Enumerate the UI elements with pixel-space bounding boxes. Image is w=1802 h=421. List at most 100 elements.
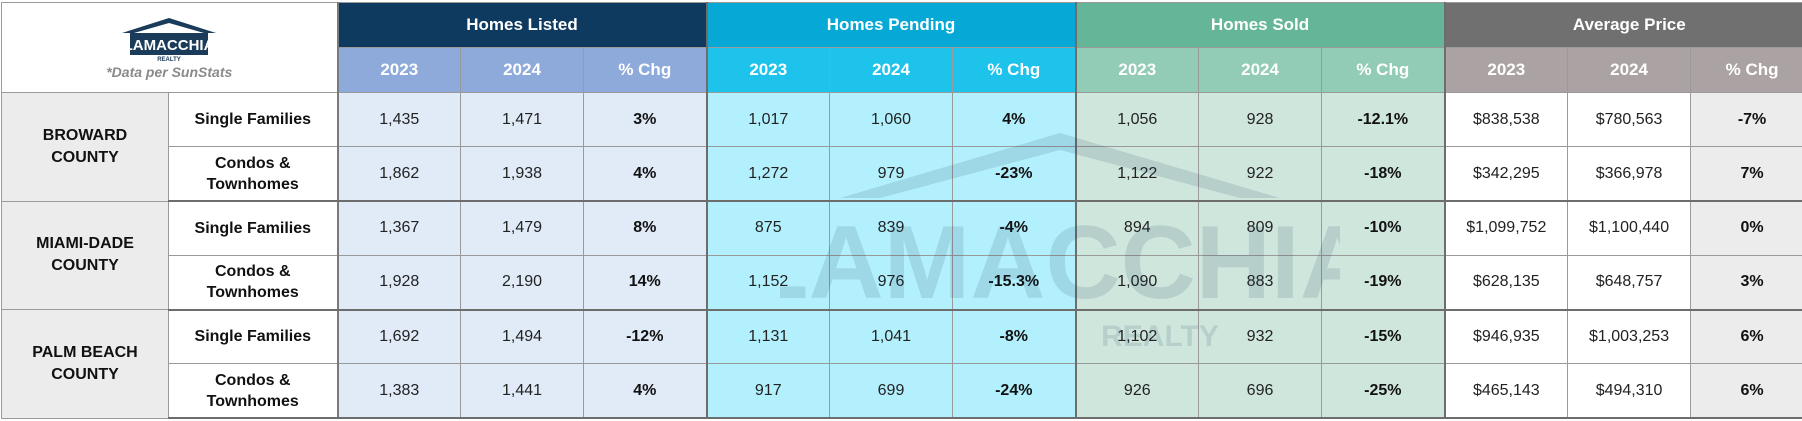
- table-row: Condos & Townhomes 1,928 2,190 14% 1,152 976 -1…: [2, 254, 1802, 311]
- sold-value-pct-chg: -15%: [1321, 308, 1446, 365]
- house-roof-icon: LAMACCHIA REALTY: [122, 17, 217, 62]
- listed-value-2023: 1,383: [337, 363, 462, 420]
- property-type: Single Families: [167, 91, 339, 148]
- sold-value-pct-chg: -19%: [1321, 254, 1446, 311]
- price-value-pct-chg: -7%: [1690, 91, 1802, 148]
- price-value-pct-chg: 7%: [1690, 146, 1802, 203]
- group-header-homes-sold: Homes Sold: [1075, 2, 1446, 48]
- listed-value-2023: 1,862: [337, 146, 462, 203]
- sold-value-2024: 922: [1198, 146, 1323, 203]
- sub-header-2023: 2023: [706, 47, 831, 93]
- listed-value-pct-chg: 4%: [583, 363, 708, 420]
- sold-value-2024: 883: [1198, 254, 1323, 311]
- sold-value-2023: 1,122: [1075, 146, 1200, 203]
- pending-value-pct-chg: -4%: [952, 200, 1077, 256]
- price-value-2024: $494,310: [1567, 363, 1692, 420]
- price-value-pct-chg: 6%: [1690, 363, 1802, 420]
- sub-header-2023: 2023: [1444, 47, 1569, 93]
- property-type: Single Families: [167, 308, 339, 365]
- table-row: BROWARD COUNTY Single Families 1,435 1,471 3%…: [1, 91, 1802, 202]
- sold-value-pct-chg: -25%: [1321, 363, 1446, 420]
- price-value-2023: $1,099,752: [1444, 200, 1569, 256]
- pending-value-2023: 1,152: [706, 254, 831, 311]
- property-type: Condos & Townhomes: [167, 363, 339, 420]
- pending-value-pct-chg: -23%: [952, 146, 1077, 203]
- price-value-2023: $946,935: [1444, 308, 1569, 365]
- table-row: Condos & Townhomes 1,862 1,938 4% 1,272 979 -23…: [2, 146, 1802, 203]
- pending-value-2023: 1,017: [706, 91, 831, 148]
- price-value-2024: $780,563: [1567, 91, 1692, 148]
- sub-header-2024: 2024: [460, 47, 585, 93]
- property-type: Single Families: [167, 200, 339, 256]
- data-source-note: *Data per SunStats: [106, 63, 233, 80]
- price-value-2024: $1,100,440: [1567, 200, 1692, 256]
- group-header-row: LAMACCHIA REALTY *Data per SunStats Home…: [0, 2, 1802, 93]
- county-name: BROWARD COUNTY: [1, 92, 169, 202]
- listed-value-2024: 1,471: [460, 91, 585, 148]
- price-value-pct-chg: 6%: [1690, 308, 1802, 365]
- listed-value-2023: 1,692: [337, 308, 462, 365]
- table-row: Condos & Townhomes 1,383 1,441 4% 917 699 -24% 9…: [2, 363, 1802, 420]
- sub-header-pct-chg: % Chg: [583, 47, 708, 93]
- county-name-line1: MIAMI-DADE: [36, 235, 134, 253]
- county-name: MIAMI-DADE COUNTY: [1, 200, 169, 310]
- listed-value-2024: 1,441: [460, 363, 585, 420]
- county-name-line2: COUNTY: [51, 365, 119, 383]
- property-type-line2: Townhomes: [206, 175, 299, 193]
- county-name-line2: COUNTY: [51, 257, 119, 275]
- sold-value-2024: 809: [1198, 200, 1323, 256]
- sold-value-2023: 926: [1075, 363, 1200, 420]
- sub-header-2024: 2024: [1198, 47, 1323, 93]
- sub-header-2024: 2024: [829, 47, 954, 93]
- price-value-pct-chg: 3%: [1690, 254, 1802, 311]
- sold-value-2023: 1,090: [1075, 254, 1200, 311]
- property-type-line1: Single Families: [194, 328, 311, 346]
- pending-value-2023: 1,272: [706, 146, 831, 203]
- listed-value-2023: 1,435: [337, 91, 462, 148]
- property-type-line1: Single Families: [194, 111, 311, 129]
- price-value-2023: $465,143: [1444, 363, 1569, 420]
- pending-value-2023: 1,131: [706, 308, 831, 365]
- listed-value-pct-chg: -12%: [583, 308, 708, 365]
- sub-header-row: 2023 2024 % Chg 2023 2024 % Chg 2023 202…: [2, 47, 1802, 93]
- table-row: PALM BEACH COUNTY Single Families 1,692 1,49…: [1, 308, 1802, 419]
- price-value-2023: $628,135: [1444, 254, 1569, 311]
- county-name-line2: COUNTY: [51, 148, 119, 166]
- property-type-line1: Condos &: [214, 371, 291, 389]
- property-type-line1: Single Families: [194, 219, 311, 237]
- logo-cell: LAMACCHIA REALTY *Data per SunStats: [0, 2, 339, 93]
- sub-header-pct-chg: % Chg: [1690, 47, 1802, 93]
- county-name-line1: BROWARD: [42, 126, 128, 144]
- sold-value-2023: 894: [1075, 200, 1200, 256]
- price-value-2024: $1,003,253: [1567, 308, 1692, 365]
- price-value-2024: $648,757: [1567, 254, 1692, 311]
- property-type-line1: Condos &: [214, 154, 291, 172]
- property-type-line2: Townhomes: [206, 392, 299, 410]
- listed-value-pct-chg: 8%: [583, 200, 708, 256]
- price-value-2023: $342,295: [1444, 146, 1569, 203]
- property-type-line2: Townhomes: [206, 284, 299, 302]
- property-type: Condos & Townhomes: [167, 146, 339, 203]
- price-value-2024: $366,978: [1567, 146, 1692, 203]
- pending-value-pct-chg: -15.3%: [952, 254, 1077, 311]
- group-header-homes-listed: Homes Listed: [337, 2, 708, 48]
- pending-value-pct-chg: -24%: [952, 363, 1077, 420]
- sub-header-2023: 2023: [337, 47, 462, 93]
- property-type: Condos & Townhomes: [167, 254, 339, 311]
- listed-value-2024: 1,938: [460, 146, 585, 203]
- listed-value-2023: 1,928: [337, 254, 462, 311]
- sold-value-2024: 932: [1198, 308, 1323, 365]
- pending-value-2024: 1,060: [829, 91, 954, 148]
- sold-value-2024: 696: [1198, 363, 1323, 420]
- pending-value-2023: 875: [706, 200, 831, 256]
- county-name-line1: PALM BEACH: [32, 343, 138, 361]
- property-type-line1: Condos &: [214, 263, 291, 281]
- listed-value-pct-chg: 4%: [583, 146, 708, 203]
- price-value-pct-chg: 0%: [1690, 200, 1802, 256]
- table-body: BROWARD COUNTY Single Families 1,435 1,471 3%…: [1, 91, 1802, 420]
- sold-value-pct-chg: -10%: [1321, 200, 1446, 256]
- sub-header-pct-chg: % Chg: [952, 47, 1077, 93]
- sold-value-2023: 1,102: [1075, 308, 1200, 365]
- pending-value-2024: 1,041: [829, 308, 954, 365]
